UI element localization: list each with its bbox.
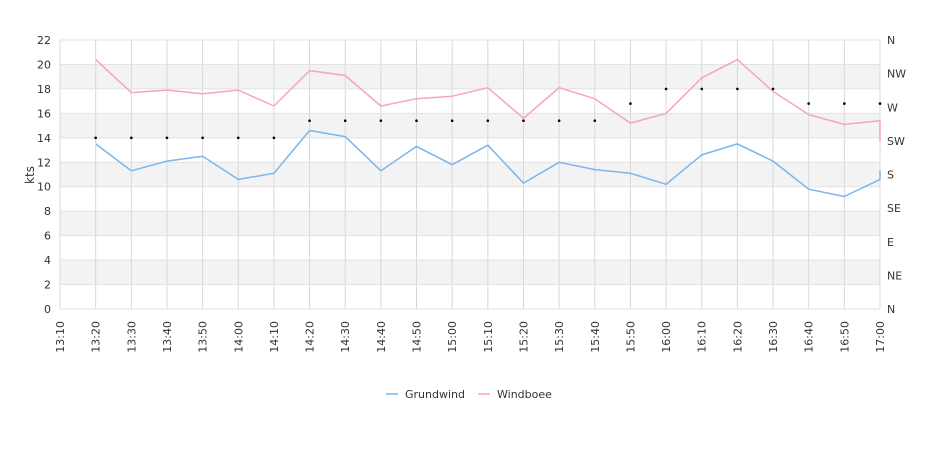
y-tick-label: 4 (44, 254, 51, 267)
x-tick-label: 13:30 (125, 321, 138, 353)
x-tick-label: 13:10 (54, 321, 67, 353)
x-tick-label: 14:30 (339, 321, 352, 353)
legend-item-grundwind[interactable]: Grundwind (386, 388, 465, 401)
y2-tick-label: E (887, 236, 894, 249)
x-tick-label: 14:10 (268, 321, 281, 353)
y2-tick-label: W (887, 101, 898, 114)
direction-marker (736, 87, 739, 91)
direction-marker (272, 136, 276, 140)
direction-marker (807, 102, 810, 105)
y-tick-label: 12 (37, 156, 51, 169)
x-tick-label: 13:50 (197, 321, 210, 353)
series-lines (95, 58, 881, 198)
y-tick-label: 16 (37, 107, 51, 120)
x-tick-label: 15:40 (589, 321, 602, 353)
y-tick-label: 18 (37, 83, 51, 96)
x-tick-label: 15:20 (517, 321, 530, 353)
y2-tick-label: NW (887, 68, 906, 81)
direction-marker (557, 119, 561, 122)
plot-band (60, 211, 880, 236)
direction-marker (379, 119, 383, 122)
x-tick-label: 17:00 (874, 321, 887, 353)
legend-label: Windboee (497, 388, 552, 401)
direction-marker (522, 119, 525, 122)
y-tick-label: 20 (37, 58, 51, 71)
series-line-grundwind (95, 129, 881, 198)
y-tick-label: 6 (44, 230, 51, 243)
x-tick-label: 16:50 (838, 321, 851, 353)
direction-marker (629, 102, 632, 105)
direction-marker (486, 119, 490, 122)
y2-tick-label: N (887, 34, 895, 47)
legend-label: Grundwind (405, 388, 465, 401)
direction-marker (878, 102, 882, 105)
y-tick-label: 2 (44, 279, 51, 292)
legend[interactable]: Grundwind Windboee (386, 388, 552, 401)
x-tick-label: 15:30 (553, 321, 566, 353)
direction-marker (664, 87, 668, 91)
x-axis-ticks: 13:10 13:20 13:30 13:40 13:50 14:00 14:10 14:20… (54, 321, 887, 353)
y-tick-label: 0 (44, 303, 51, 316)
x-tick-label: 16:00 (660, 321, 673, 353)
direction-marker (415, 119, 418, 122)
direction-markers (94, 87, 882, 140)
y2-axis-ticks: N NE E SE S SW W NW N (887, 34, 906, 316)
y2-tick-label: N (887, 303, 895, 316)
plot-band (60, 113, 880, 138)
x-tick-label: 16:10 (696, 321, 709, 353)
direction-marker (843, 102, 846, 105)
x-tick-label: 14:20 (304, 321, 317, 353)
plot-band (60, 260, 880, 285)
x-tick-label: 16:30 (767, 321, 780, 353)
series-line-windboee (95, 58, 881, 142)
y-tick-label: 22 (37, 34, 51, 47)
x-tick-label: 14:40 (375, 321, 388, 353)
x-tick-label: 16:20 (731, 321, 744, 353)
y2-tick-label: SE (887, 202, 901, 215)
x-tick-label: 15:50 (624, 321, 637, 353)
x-tick-label: 13:40 (161, 321, 174, 353)
y-axis-title: kts (23, 166, 37, 184)
direction-marker (450, 119, 454, 122)
x-tick-label: 15:00 (446, 321, 459, 353)
x-tick-label: 13:20 (90, 321, 103, 353)
x-tick-label: 14:50 (411, 321, 424, 353)
legend-item-windboee[interactable]: Windboee (478, 388, 552, 401)
direction-marker (700, 87, 704, 91)
direction-marker (165, 136, 169, 140)
y2-tick-label: NE (887, 269, 902, 282)
direction-marker (201, 136, 204, 140)
direction-marker (236, 136, 240, 140)
y-tick-label: 14 (37, 132, 51, 145)
plot-bands (60, 64, 880, 285)
plot-band (60, 162, 880, 187)
x-gridlines (59, 40, 881, 309)
y-tick-label: 8 (44, 205, 51, 218)
y-axis-ticks: 0 2 4 6 8 10 12 14 16 18 20 22 (37, 34, 51, 316)
x-tick-label: 14:00 (232, 321, 245, 353)
y2-tick-label: S (887, 169, 894, 182)
direction-marker (593, 119, 597, 122)
plot-band (60, 64, 880, 89)
y2-tick-label: SW (887, 135, 905, 148)
direction-marker (308, 119, 311, 122)
direction-marker (130, 136, 133, 140)
y-tick-label: 10 (37, 181, 51, 194)
x-tick-label: 15:10 (482, 321, 495, 353)
direction-marker (94, 136, 97, 140)
direction-marker (771, 87, 775, 91)
direction-marker (343, 119, 347, 122)
x-tick-label: 16:40 (803, 321, 816, 353)
